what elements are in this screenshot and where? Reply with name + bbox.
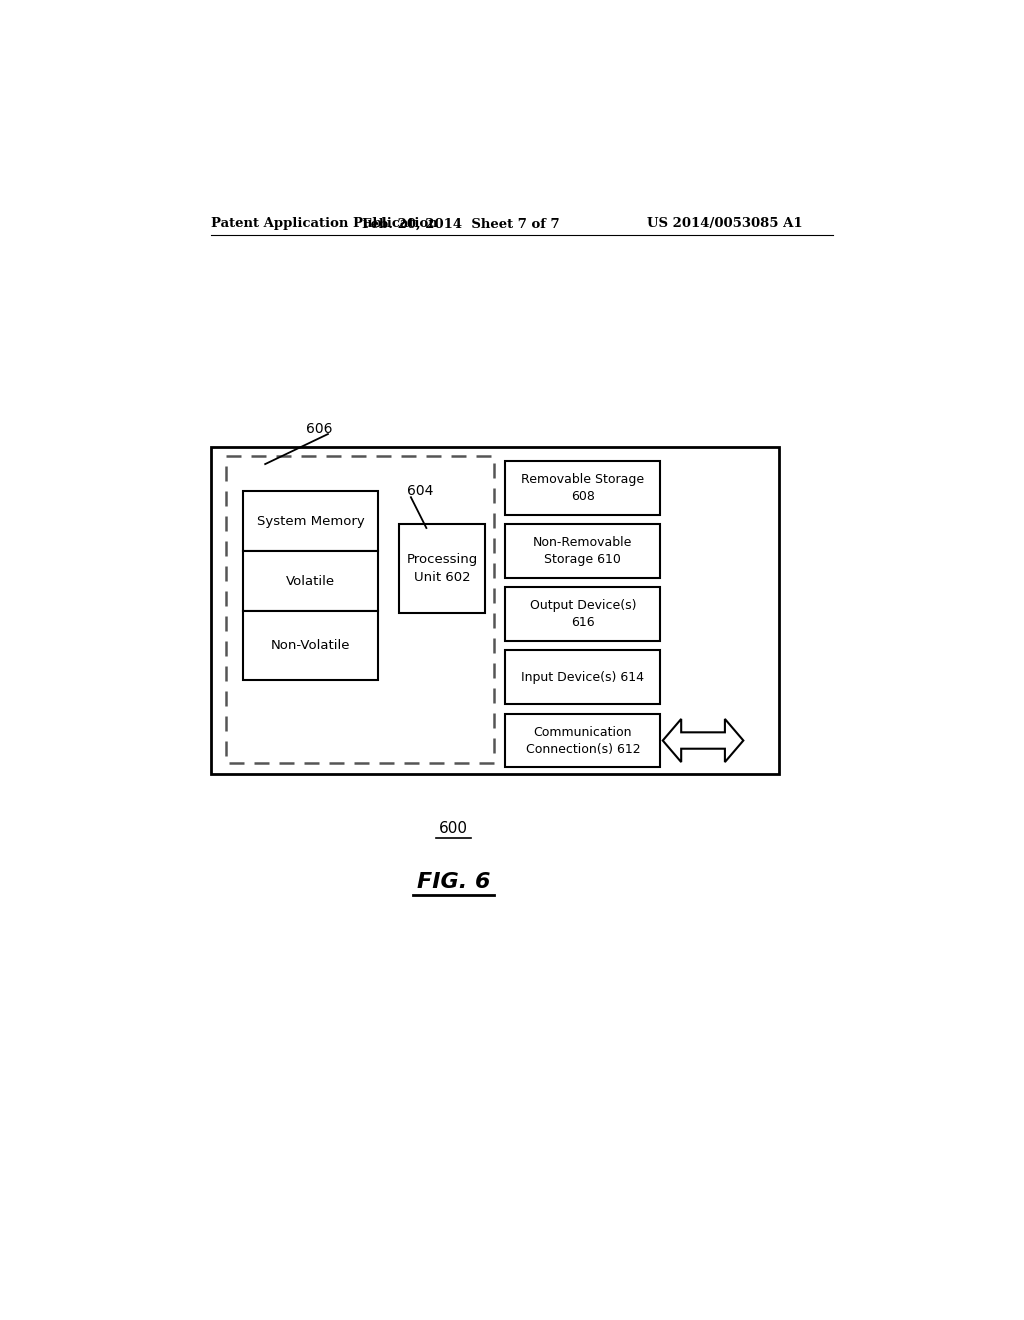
Text: 604: 604: [407, 484, 433, 498]
Polygon shape: [663, 719, 743, 762]
Bar: [506, 524, 660, 578]
Text: Processing
Unit 602: Processing Unit 602: [407, 553, 477, 583]
Text: 606: 606: [306, 422, 333, 437]
Bar: [399, 524, 484, 612]
Text: System Memory: System Memory: [257, 515, 365, 528]
Text: Feb. 20, 2014  Sheet 7 of 7: Feb. 20, 2014 Sheet 7 of 7: [362, 218, 560, 231]
Text: Non-Removable
Storage 610: Non-Removable Storage 610: [534, 536, 633, 566]
Text: 600: 600: [439, 821, 468, 836]
Text: US 2014/0053085 A1: US 2014/0053085 A1: [646, 218, 802, 231]
Bar: [243, 491, 378, 552]
Bar: [243, 611, 378, 681]
Text: Patent Application Publication: Patent Application Publication: [211, 218, 437, 231]
Bar: [506, 461, 660, 515]
Text: Communication
Connection(s) 612: Communication Connection(s) 612: [525, 726, 640, 755]
Bar: [506, 587, 660, 642]
Text: Removable Storage
608: Removable Storage 608: [521, 473, 644, 503]
Bar: [506, 714, 660, 767]
Text: Non-Volatile: Non-Volatile: [270, 639, 350, 652]
Text: FIG. 6: FIG. 6: [417, 873, 490, 892]
Bar: [226, 457, 494, 763]
Text: Input Device(s) 614: Input Device(s) 614: [521, 671, 644, 684]
Text: Volatile: Volatile: [286, 574, 335, 587]
Bar: [243, 552, 378, 611]
Bar: [506, 651, 660, 705]
Text: Output Device(s)
616: Output Device(s) 616: [529, 599, 636, 630]
Bar: [211, 447, 779, 775]
